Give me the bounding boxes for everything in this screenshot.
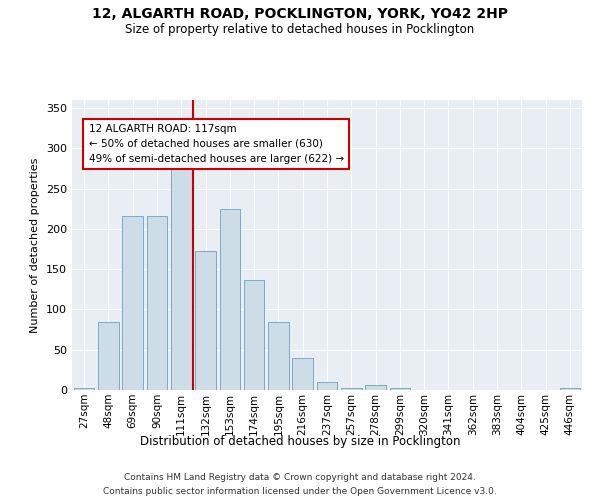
Text: Size of property relative to detached houses in Pocklington: Size of property relative to detached ho… xyxy=(125,22,475,36)
Bar xyxy=(389,388,410,390)
Text: Contains HM Land Registry data © Crown copyright and database right 2024.: Contains HM Land Registry data © Crown c… xyxy=(124,472,476,482)
Text: Contains public sector information licensed under the Open Government Licence v3: Contains public sector information licen… xyxy=(103,488,497,496)
Text: 12, ALGARTH ROAD, POCKLINGTON, YORK, YO42 2HP: 12, ALGARTH ROAD, POCKLINGTON, YORK, YO4… xyxy=(92,8,508,22)
Bar xyxy=(560,388,580,390)
Bar xyxy=(341,388,362,390)
Bar xyxy=(122,216,143,390)
Text: 12 ALGARTH ROAD: 117sqm
← 50% of detached houses are smaller (630)
49% of semi-d: 12 ALGARTH ROAD: 117sqm ← 50% of detache… xyxy=(89,124,344,164)
Bar xyxy=(244,280,265,390)
Bar xyxy=(220,209,240,390)
Bar xyxy=(292,358,313,390)
Bar xyxy=(98,322,119,390)
Bar xyxy=(74,388,94,390)
Text: Distribution of detached houses by size in Pocklington: Distribution of detached houses by size … xyxy=(140,435,460,448)
Bar xyxy=(171,162,191,390)
Bar xyxy=(317,382,337,390)
Bar xyxy=(268,322,289,390)
Y-axis label: Number of detached properties: Number of detached properties xyxy=(31,158,40,332)
Bar xyxy=(146,216,167,390)
Bar xyxy=(365,385,386,390)
Bar xyxy=(195,252,216,390)
